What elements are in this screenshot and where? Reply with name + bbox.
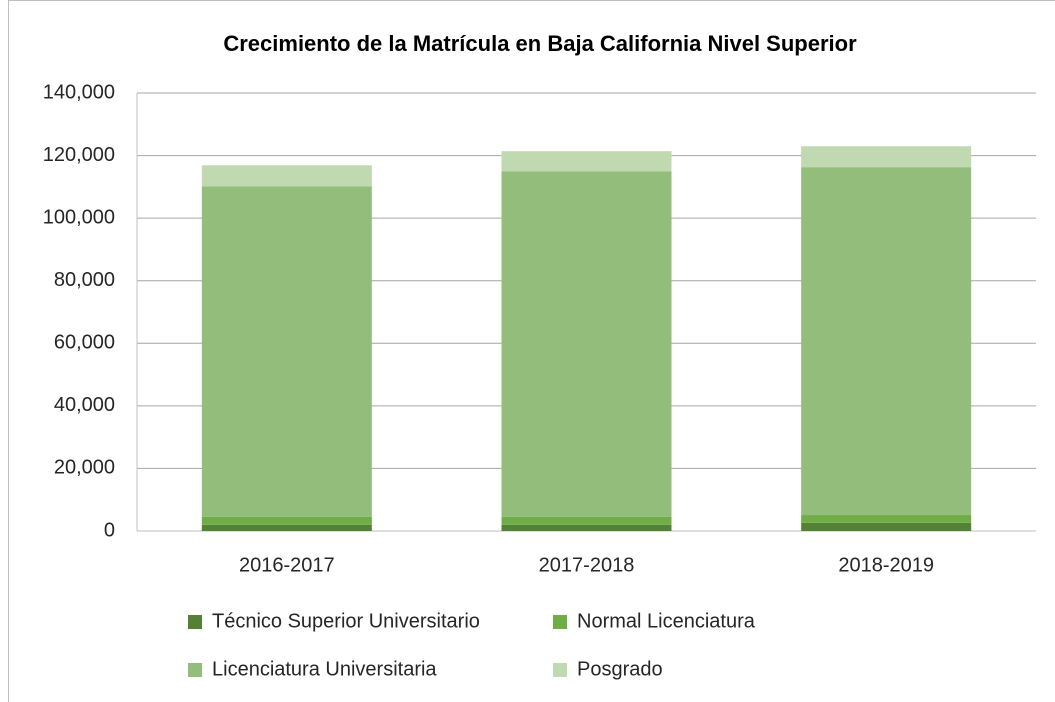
y-tick-label: 60,000 (54, 332, 115, 354)
bar-segment (501, 151, 672, 172)
bar-segment (201, 186, 372, 517)
bar-segment (801, 515, 972, 523)
bar-segment (801, 146, 972, 168)
legend-label: Normal Licenciatura (577, 610, 756, 632)
y-tick-label: 120,000 (43, 144, 115, 166)
y-tick-label: 140,000 (43, 81, 115, 103)
y-tick-label: 0 (104, 519, 115, 541)
chart-title: Crecimiento de la Matrícula en Baja Cali… (223, 31, 857, 56)
bar-segment (501, 516, 672, 525)
legend-label: Licenciatura Universitaria (212, 658, 437, 680)
legend-swatch (188, 663, 202, 677)
x-tick-label: 2017-2018 (539, 554, 635, 576)
y-tick-label: 100,000 (43, 206, 115, 228)
y-tick-label: 40,000 (54, 394, 115, 416)
legend-label: Posgrado (577, 658, 663, 680)
bar-segment (801, 522, 972, 531)
x-tick-label: 2018-2019 (838, 554, 934, 576)
y-tick-label: 20,000 (54, 457, 115, 479)
legend-swatch (553, 663, 567, 677)
bar-segment (201, 165, 372, 187)
bar-segment (501, 524, 672, 531)
bar-segment (201, 516, 372, 525)
bar-segment (801, 167, 972, 516)
x-tick-label: 2016-2017 (239, 554, 335, 576)
bar-segment (501, 171, 672, 517)
legend-swatch (553, 615, 567, 629)
legend-swatch (188, 615, 202, 629)
y-tick-label: 80,000 (54, 269, 115, 291)
bar-segment (201, 524, 372, 531)
legend-label: Técnico Superior Universitario (212, 610, 480, 632)
